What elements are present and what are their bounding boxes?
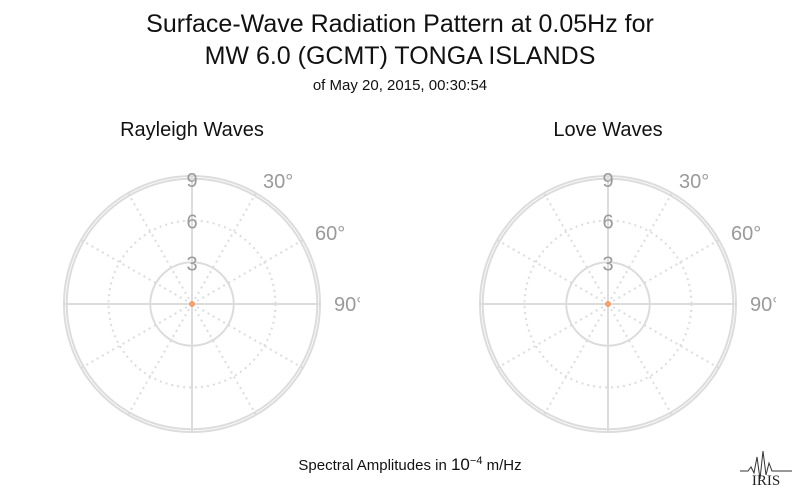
love-angle-label-30: 30° [679, 171, 709, 193]
chart-subtitle: of May 20, 2015, 00:30:54 [312, 77, 488, 94]
love-outer-ring [479, 175, 737, 433]
love-ring-9 [481, 177, 735, 431]
love-angle-label-60: 60° [731, 223, 761, 245]
logo-text: IRIS [752, 473, 780, 489]
love-radial-label-6: 6 [602, 212, 613, 234]
love-spoke-150 [607, 303, 673, 416]
rayleigh-spoke-30 [191, 192, 257, 305]
rayleigh-spoke-210 [127, 303, 193, 416]
love-spoke-300 [496, 239, 609, 305]
love-ring-3 [565, 261, 651, 347]
love-spoke-120 [607, 303, 720, 369]
love-radial-label-3: 3 [602, 253, 613, 275]
units-exponent: −4 [469, 455, 483, 467]
rayleigh-angle-label-30: 30° [263, 171, 293, 193]
units-suffix: m/Hz [482, 457, 522, 474]
seismogram-trace-icon [740, 450, 792, 480]
rayleigh-spoke-330 [127, 192, 193, 305]
rayleigh-radial-label-9: 9 [186, 170, 197, 192]
love-spoke-30 [607, 192, 673, 305]
rayleigh-angle-label-90: 90° [334, 294, 360, 316]
love-spoke-60 [607, 239, 720, 305]
rayleigh-spoke-150 [191, 303, 257, 416]
rayleigh-spoke-60 [191, 239, 304, 305]
rayleigh-spoke-120 [191, 303, 304, 369]
love-angle-label-90: 90° [750, 294, 776, 316]
chart-title-line1: Surface-Wave Radiation Pattern at 0.05Hz… [146, 10, 654, 38]
rayleigh-radial-label-3: 3 [186, 253, 197, 275]
rayleigh-ring-9 [65, 177, 319, 431]
rayleigh-ring-3 [149, 261, 235, 347]
rayleigh-angle-label-60: 60° [315, 223, 345, 245]
units-base: 10 [450, 455, 470, 474]
iris-logo-icon: IRIS [740, 450, 792, 489]
rayleigh-polar-chart: 3 6 9 30° 60° 90° [63, 170, 360, 433]
rayleigh-panel-title: Rayleigh Waves [120, 119, 264, 141]
rayleigh-radial-label-6: 6 [186, 212, 197, 234]
love-origin-point [605, 301, 611, 307]
chart-title-line2: MW 6.0 (GCMT) TONGA ISLANDS [204, 42, 596, 70]
rayleigh-spoke-240 [80, 303, 193, 369]
love-radial-label-9: 9 [602, 170, 613, 192]
rayleigh-ring-6 [107, 219, 277, 389]
love-polar-chart: 3 6 9 30° 60° 90° [479, 170, 776, 433]
rayleigh-origin-point [189, 301, 195, 307]
love-spoke-330 [543, 192, 609, 305]
rayleigh-spoke-300 [80, 239, 193, 305]
love-spoke-240 [496, 303, 609, 369]
love-spoke-210 [543, 303, 609, 416]
units-prefix: Spectral Amplitudes in [298, 457, 451, 474]
amplitude-units-caption: Spectral Amplitudes in 10−4 m/Hz [0, 455, 800, 475]
love-panel-title: Love Waves [553, 119, 663, 141]
rayleigh-outer-ring [63, 175, 321, 433]
love-ring-6 [523, 219, 693, 389]
